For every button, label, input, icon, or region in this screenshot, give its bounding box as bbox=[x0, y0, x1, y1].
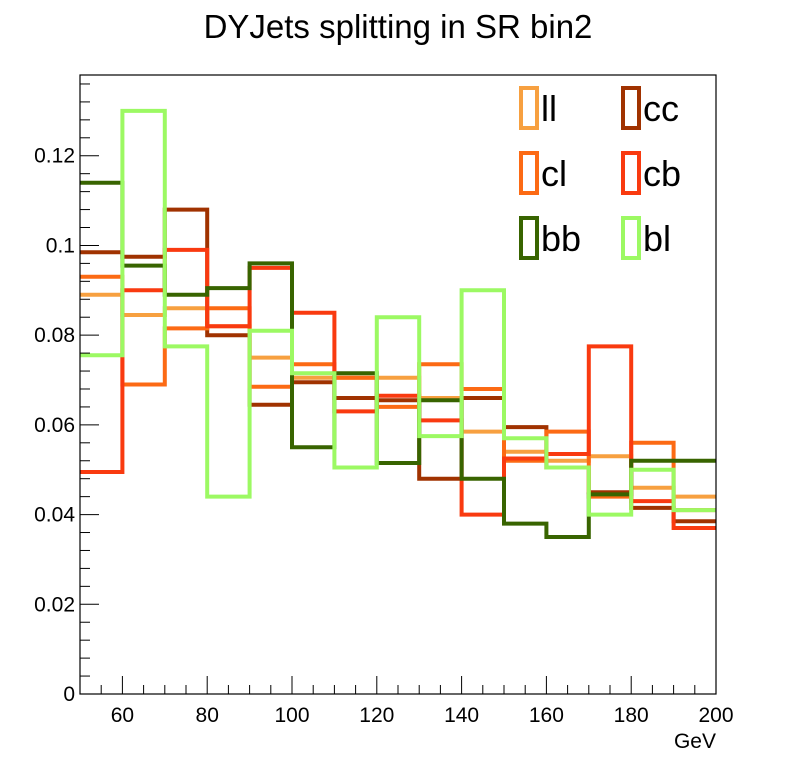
y-tick-label: 0.02 bbox=[34, 593, 75, 616]
legend-label: cl bbox=[541, 153, 567, 194]
y-tick-label: 0.08 bbox=[34, 324, 75, 347]
series-line-bb bbox=[80, 180, 716, 539]
legend-swatch bbox=[621, 86, 641, 130]
series-cb bbox=[80, 247, 716, 530]
series-line-cl bbox=[80, 274, 716, 513]
legend-entry-cl: cl bbox=[519, 151, 567, 195]
y-tick-label: 0.04 bbox=[34, 504, 75, 527]
legend-entry-cb: cb bbox=[621, 151, 681, 195]
chart-title: DYJets splitting in SR bin2 bbox=[204, 8, 593, 45]
plot-frame bbox=[79, 74, 717, 695]
histogram-lines bbox=[80, 108, 716, 539]
y-tick-label: 0 bbox=[63, 683, 75, 706]
x-tick-label: 180 bbox=[614, 704, 649, 727]
series-bl bbox=[80, 108, 716, 517]
series-line-cc bbox=[80, 207, 716, 524]
legend-label: cb bbox=[643, 153, 681, 194]
legend-label: ll bbox=[541, 88, 557, 129]
legend-label: cc bbox=[643, 88, 679, 129]
series-line-bl bbox=[80, 108, 716, 517]
legend-label: bb bbox=[541, 218, 581, 259]
series-line-cb bbox=[80, 247, 716, 530]
legend-entry-bb: bb bbox=[519, 216, 581, 260]
legend: ll cc cl cb bb bl bbox=[519, 86, 681, 260]
x-tick-label: 100 bbox=[274, 704, 309, 727]
legend-swatch bbox=[519, 151, 539, 195]
x-tick-label: 60 bbox=[111, 704, 134, 727]
x-tick-label: 200 bbox=[698, 704, 733, 727]
x-tick-label: 160 bbox=[529, 704, 564, 727]
x-tick-label: 140 bbox=[444, 704, 479, 727]
y-tick-label: 0.12 bbox=[34, 145, 75, 168]
legend-entry-bl: bl bbox=[621, 216, 671, 260]
legend-label: bl bbox=[643, 218, 671, 259]
legend-swatch bbox=[519, 216, 539, 260]
legend-swatch bbox=[621, 216, 641, 260]
x-tick-label: 80 bbox=[196, 704, 219, 727]
series-cl bbox=[80, 274, 716, 513]
legend-entry-cc: cc bbox=[621, 86, 679, 130]
y-tick-label: 0.06 bbox=[34, 414, 75, 437]
legend-swatch bbox=[621, 151, 641, 195]
legend-swatch bbox=[519, 86, 539, 130]
series-bb bbox=[80, 180, 716, 539]
x-axis-label: GeV bbox=[674, 730, 716, 753]
y-tick-label: 0.1 bbox=[46, 234, 75, 257]
x-tick-label: 120 bbox=[359, 704, 394, 727]
axes: 60 80 100 120 140 160 180 200 0 0.02 0.04 0.06 0.08 0… bbox=[34, 83, 734, 727]
legend-entry-ll: ll bbox=[519, 86, 557, 130]
series-cc bbox=[80, 207, 716, 524]
